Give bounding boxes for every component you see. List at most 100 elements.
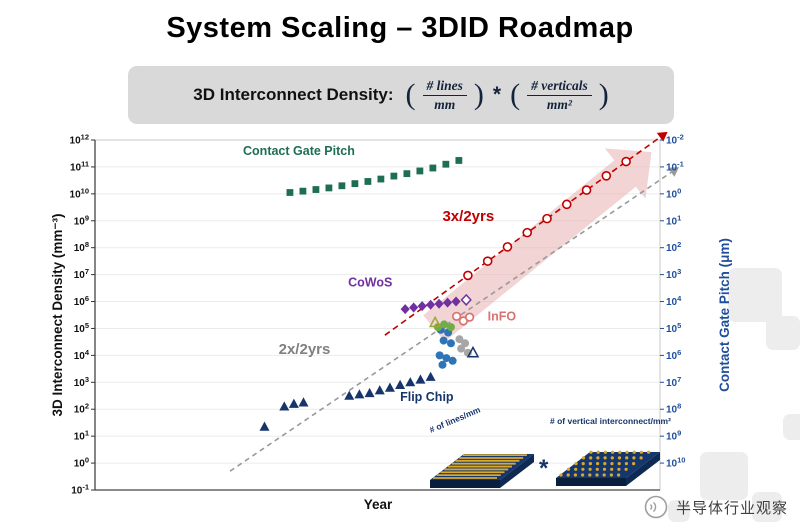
- data-point: [259, 421, 270, 431]
- series-label: InFO: [488, 309, 517, 323]
- trend-marker: [542, 213, 552, 224]
- via-dot: [617, 467, 621, 471]
- tick-label: 102: [666, 240, 681, 254]
- via-dot: [647, 450, 651, 454]
- via-dot: [603, 450, 607, 454]
- data-point: [338, 182, 346, 190]
- data-point: [377, 175, 385, 183]
- data-point: [364, 387, 375, 398]
- data-point: [400, 304, 410, 315]
- data-point: [409, 302, 419, 313]
- page-title: System Scaling – 3DID Roadmap: [166, 12, 634, 44]
- data-point: [325, 184, 333, 192]
- via-dot: [617, 462, 621, 466]
- data-point: [428, 315, 442, 328]
- trend-label: 2x/2yrs: [279, 341, 331, 358]
- data-point: [434, 298, 444, 309]
- via-dot: [559, 473, 563, 477]
- via-dot: [617, 473, 621, 477]
- fraction-denominator: mm²: [546, 96, 572, 112]
- data-point: [460, 293, 472, 307]
- tick-label: 105: [666, 321, 681, 335]
- data-point: [415, 374, 426, 384]
- fraction-numerator: # lines: [422, 78, 467, 96]
- data-point: [440, 320, 449, 329]
- tick-label: 1010: [666, 456, 685, 470]
- tick-label: 105: [74, 321, 89, 335]
- via-dot: [566, 473, 570, 477]
- data-point: [384, 382, 395, 392]
- tick-label: 106: [666, 348, 681, 362]
- growth-band-arrow: [423, 148, 652, 342]
- chip-side-face: [500, 454, 534, 488]
- fraction-denominator: mm: [434, 96, 456, 112]
- via-dot: [632, 456, 636, 460]
- formula-banner: 3D Interconnect Density: ( # lines mm ) …: [128, 66, 674, 124]
- tick-label: 100: [74, 456, 89, 470]
- data-point: [446, 339, 455, 348]
- chip-side-face: [626, 452, 660, 486]
- via-dot: [624, 462, 628, 466]
- via-dot: [611, 450, 615, 454]
- via-dot: [596, 450, 600, 454]
- via-dot: [595, 467, 599, 471]
- via-dot: [581, 467, 585, 471]
- data-point: [448, 356, 457, 365]
- chip-front-face: [556, 478, 626, 486]
- tick-label: 103: [666, 267, 681, 281]
- data-point: [344, 390, 355, 400]
- via-dot: [574, 467, 578, 471]
- trend-label: 3x/2yrs: [442, 208, 494, 225]
- via-dot: [566, 467, 571, 471]
- via-dot: [610, 456, 614, 460]
- data-point: [351, 180, 359, 188]
- tick-label: 107: [74, 267, 89, 281]
- tick-label: 108: [666, 402, 681, 416]
- verticals-fraction: # verticals mm²: [527, 78, 592, 112]
- data-point: [279, 401, 290, 411]
- tick-label: 108: [74, 240, 89, 254]
- data-point: [286, 189, 294, 196]
- data-point: [439, 336, 448, 345]
- data-point: [299, 187, 307, 195]
- via-dot: [639, 456, 643, 460]
- decor-tile: [700, 452, 748, 500]
- data-point: [390, 172, 398, 180]
- trend-marker: [601, 171, 612, 181]
- via-dot: [624, 467, 628, 471]
- left-axis-title: 3D Interconnect Density (mm⁻³): [50, 214, 65, 417]
- data-point: [417, 301, 427, 312]
- decor-tile: [728, 268, 782, 322]
- via-dot: [609, 473, 613, 477]
- formula-label: 3D Interconnect Density:: [193, 85, 394, 104]
- chip-line-pattern: [433, 454, 527, 479]
- decor-tile: [752, 492, 782, 522]
- decor-tile: [668, 500, 690, 522]
- multiply-sign: *: [492, 83, 502, 106]
- data-point: [425, 371, 436, 381]
- right-axis-title: Contact Gate Pitch (μm): [717, 238, 732, 392]
- data-point: [438, 360, 447, 369]
- trend-marker: [502, 242, 513, 252]
- tick-label: 1010: [70, 186, 89, 200]
- via-dot: [588, 467, 592, 471]
- tick-label: 103: [74, 375, 89, 389]
- series-label: CoWoS: [348, 276, 392, 290]
- lines-chip: [430, 454, 534, 488]
- via-dot: [618, 450, 622, 454]
- via-dot: [617, 456, 622, 460]
- data-point: [298, 397, 309, 407]
- via-dot: [588, 473, 592, 477]
- via-dot: [595, 473, 599, 477]
- data-point: [364, 178, 372, 185]
- data-point: [416, 167, 424, 175]
- data-point: [395, 379, 406, 389]
- trend-arrowhead: [668, 167, 680, 177]
- tick-label: 101: [666, 213, 681, 227]
- trend-arrowhead: [656, 131, 668, 142]
- data-point: [442, 297, 453, 308]
- via-dot: [625, 456, 629, 460]
- data-point: [455, 157, 463, 164]
- chip-via-pattern: [559, 450, 651, 477]
